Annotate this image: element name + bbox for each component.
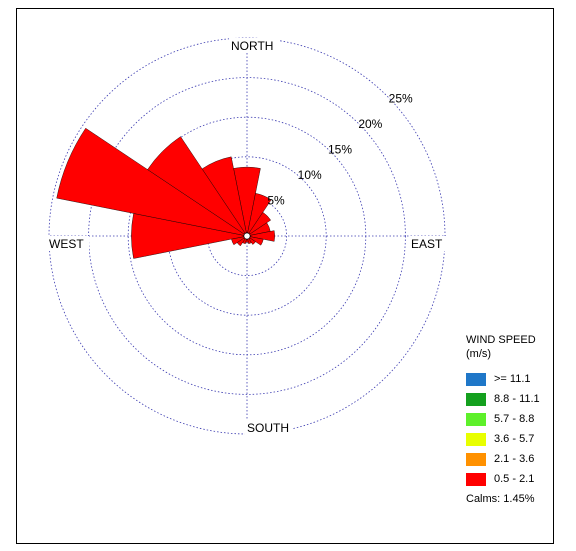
petal-ese-bin-6 bbox=[246, 235, 264, 246]
legend-label: 8.8 - 11.1 bbox=[494, 393, 540, 405]
petal-nne-bin-6 bbox=[246, 193, 272, 237]
calm-center bbox=[243, 232, 251, 240]
legend-item: 2.1 - 3.6 bbox=[466, 449, 566, 469]
legend-swatch bbox=[466, 392, 486, 406]
legend-swatch bbox=[466, 472, 486, 486]
wind-rose-chart: 5% 10% 15% 20% 25% NORTH EAST SOUTH WEST bbox=[47, 37, 449, 435]
ring-label-3: 15% bbox=[328, 143, 352, 157]
ring-label-4: 20% bbox=[358, 117, 382, 131]
legend-swatch bbox=[466, 412, 486, 426]
north-label-bg bbox=[229, 38, 279, 53]
ring-2 bbox=[167, 156, 327, 316]
west-label-bg bbox=[47, 236, 89, 251]
calms-label: Calms: 1.45% bbox=[466, 493, 535, 505]
ring-label-5: 25% bbox=[389, 92, 413, 106]
legend-item: 3.6 - 5.7 bbox=[466, 429, 566, 449]
south-label: SOUTH bbox=[247, 421, 289, 435]
petal-wnw-bin-6 bbox=[56, 127, 248, 237]
south-label-bg bbox=[245, 420, 293, 435]
ring-label-1: 5% bbox=[267, 194, 285, 208]
legend-item: 8.8 - 11.1 bbox=[466, 389, 566, 409]
legend-item: >= 11.1 bbox=[466, 369, 566, 389]
chart-frame: 5% 10% 15% 20% 25% NORTH EAST SOUTH WEST bbox=[16, 8, 554, 544]
petal-ne-bin-6 bbox=[246, 212, 271, 237]
east-label-bg bbox=[409, 236, 449, 251]
legend-label: 3.6 - 5.7 bbox=[494, 433, 535, 445]
legend-item: 0.5 - 2.1 bbox=[466, 469, 566, 489]
legend-swatch bbox=[466, 432, 486, 446]
ring-label-2: 10% bbox=[298, 168, 322, 182]
legend-label: 5.7 - 8.8 bbox=[494, 413, 535, 425]
legend-item: 5.7 - 8.8 bbox=[466, 409, 566, 429]
petal-nw-bin-6 bbox=[147, 136, 248, 237]
petal-e-bin-6 bbox=[246, 230, 275, 242]
legend-title: WIND SPEED bbox=[466, 334, 536, 346]
legend-label: 2.1 - 3.6 bbox=[494, 453, 535, 465]
legend-label: 0.5 - 2.1 bbox=[494, 473, 535, 485]
ring-labels: 5% 10% 15% 20% 25% bbox=[267, 92, 413, 208]
east-label: EAST bbox=[411, 237, 443, 251]
petals bbox=[56, 127, 275, 259]
north-label: NORTH bbox=[231, 39, 273, 53]
legend-swatch bbox=[466, 452, 486, 466]
petal-nnw-bin-6 bbox=[201, 156, 248, 237]
legend-rows: >= 11.1 8.8 - 11.1 5.7 - 8.8 3.6 - 5.7 2.1 -… bbox=[466, 369, 566, 489]
legend-swatch bbox=[466, 372, 486, 386]
legend-label: >= 11.1 bbox=[494, 373, 531, 385]
legend-unit: (m/s) bbox=[466, 348, 492, 360]
legend: WIND SPEED (m/s) >= 11.1 8.8 - 11.1 5.7 - … bbox=[466, 333, 566, 505]
west-label: WEST bbox=[49, 237, 84, 251]
